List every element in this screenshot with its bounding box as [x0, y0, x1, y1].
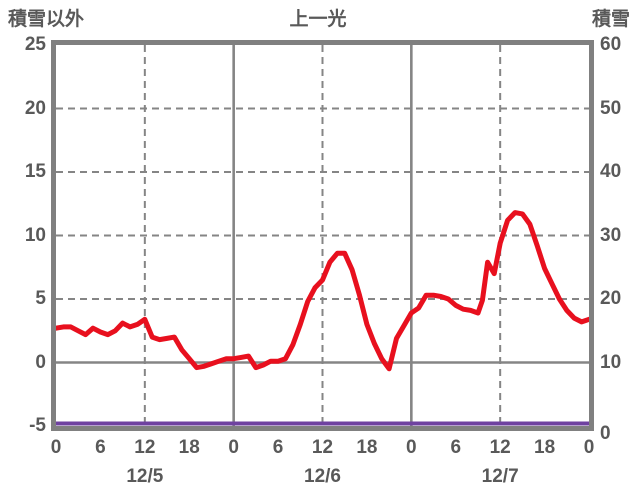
x-axis-date-label: 12/6	[304, 466, 341, 487]
x-axis-tick: 12	[489, 437, 511, 458]
plot-area	[56, 45, 589, 426]
y-axis-tick-right: 0	[600, 422, 611, 444]
x-axis-tick: 0	[583, 437, 595, 458]
x-axis-tick: 0	[50, 437, 62, 458]
x-axis-tick: 18	[534, 437, 556, 458]
y-axis-tick-left: 15	[24, 161, 46, 182]
y-axis-tick-left: 10	[24, 224, 46, 246]
y-axis-tick-right: 50	[600, 97, 622, 119]
y-axis-tick-right: 10	[600, 351, 622, 373]
y-axis-tick-right: 60	[600, 34, 622, 55]
x-axis-tick: 18	[356, 437, 378, 458]
series-line-main	[56, 210, 589, 372]
y-axis-tick-left: 20	[24, 97, 46, 119]
x-axis-tick: 6	[95, 437, 106, 458]
y-axis-tick-right: 40	[600, 161, 622, 182]
chart-title: 上一光	[289, 9, 347, 30]
x-axis-tick: 0	[228, 437, 239, 458]
x-axis-tick: 12	[311, 437, 334, 458]
x-axis-tick: 12	[134, 437, 156, 458]
x-axis-tick: 0	[406, 437, 417, 458]
x-axis-tick: 18	[178, 437, 200, 458]
right-axis-title: 積雪	[591, 9, 630, 30]
left-axis-title: 積雪以外	[8, 9, 85, 30]
y-axis-tick-left: 25	[24, 34, 46, 55]
y-axis-tick-right: 20	[600, 288, 622, 309]
x-axis-tick: 6	[272, 437, 284, 458]
y-axis-tick-left: 0	[35, 351, 46, 373]
y-axis-tick-left: -5	[29, 415, 46, 436]
y-axis-tick-left: 5	[35, 288, 46, 309]
x-axis-tick: 6	[450, 437, 462, 458]
x-axis-date-label: 12/5	[126, 466, 164, 487]
y-axis-tick-right: 30	[600, 224, 622, 246]
x-axis-date-label: 12/7	[481, 466, 519, 487]
